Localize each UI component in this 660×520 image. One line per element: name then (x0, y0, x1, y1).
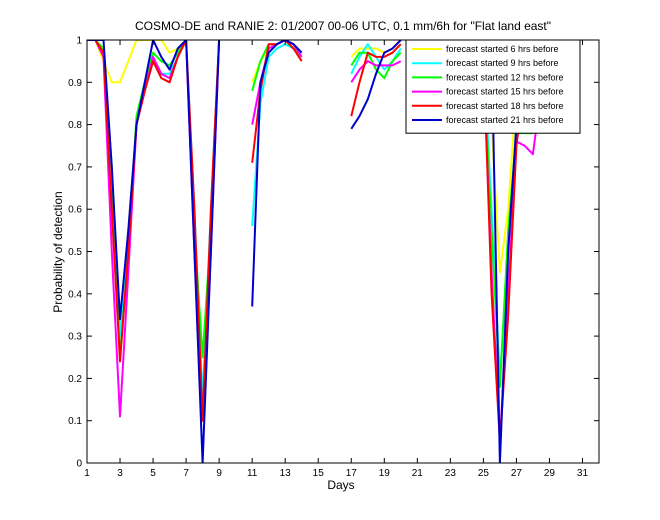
legend-label: forecast started 21 hrs before (446, 115, 564, 125)
legend: forecast started 6 hrs before forecast st… (405, 39, 581, 134)
y-tick-label: 1 (76, 36, 82, 47)
x-tick-label: 9 (216, 468, 222, 479)
x-tick-label: 1 (84, 468, 90, 479)
y-tick-label: 0 (76, 459, 82, 470)
x-tick-label: 15 (313, 468, 325, 479)
x-tick-label: 5 (150, 468, 156, 479)
x-tick-label: 11 (247, 468, 258, 479)
legend-label: forecast started 15 hrs before (446, 87, 564, 97)
series-line (87, 40, 566, 463)
x-tick-label: 19 (379, 468, 391, 479)
x-tick-label: 7 (183, 468, 189, 479)
x-tick-label: 3 (117, 468, 123, 479)
x-tick-label: 23 (445, 468, 457, 479)
y-tick-label: 0.4 (68, 289, 82, 300)
x-tick-label: 31 (577, 468, 589, 479)
legend-label: forecast started 9 hrs before (446, 58, 559, 68)
x-tick-label: 21 (412, 468, 424, 479)
chart-title: COSMO-DE and RANIE 2: 01/2007 00-06 UTC,… (135, 19, 551, 33)
y-tick-label: 0.2 (68, 374, 82, 385)
legend-label: forecast started 18 hrs before (446, 101, 564, 111)
legend-label: forecast started 6 hrs before (446, 44, 559, 54)
y-tick-label: 0.7 (68, 162, 82, 173)
y-tick-label: 0.9 (68, 78, 82, 89)
x-tick-label: 17 (346, 468, 358, 479)
y-tick-label: 0.1 (68, 416, 82, 427)
y-tick-label: 0.8 (68, 120, 82, 131)
x-tick-label: 27 (511, 468, 523, 479)
x-tick-label: 29 (544, 468, 556, 479)
y-axis-label: Probability of detection (51, 191, 65, 312)
x-axis-label: Days (327, 478, 354, 492)
legend-box (405, 39, 581, 134)
legend-label: forecast started 12 hrs before (446, 72, 564, 82)
y-tick-label: 0.5 (68, 247, 82, 258)
x-tick-label: 13 (280, 468, 292, 479)
y-tick-label: 0.6 (68, 205, 82, 216)
x-tick-label: 25 (478, 468, 490, 479)
y-tick-label: 0.3 (68, 332, 82, 343)
